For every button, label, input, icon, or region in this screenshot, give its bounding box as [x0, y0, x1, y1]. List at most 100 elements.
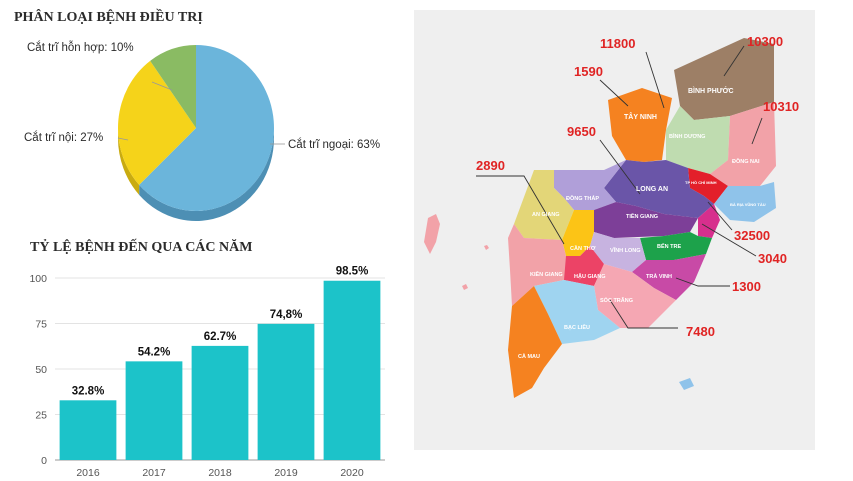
leader-10310 — [751, 117, 763, 145]
pie-side-cắt-trĩ-nội — [118, 128, 140, 195]
province-ba-ria-vung-tau — [714, 182, 776, 222]
map-number-32500: 32500 — [734, 228, 770, 243]
bar-2018 — [191, 345, 249, 460]
province-binh-phuoc — [674, 38, 774, 120]
bar-2020 — [323, 280, 381, 460]
pie-slice-noi — [118, 60, 196, 185]
province-label-kien-giang: KIÊN GIANG — [530, 270, 563, 278]
leader-11800 — [645, 51, 665, 109]
province-label-hcm: TP HỒ CHÍ MINH — [685, 180, 717, 185]
province-label-tien-giang: TIỀN GIANG — [626, 213, 658, 220]
province-can-tho — [562, 210, 594, 256]
province-an-giang — [514, 170, 574, 240]
province-ca-mau — [508, 286, 562, 398]
province-label-long-an: LONG AN — [636, 186, 668, 193]
leader-lines — [476, 45, 763, 329]
map-number-1590: 1590 — [574, 64, 603, 79]
province-tay-ninh — [608, 88, 672, 162]
province-label-vinh-long: VĨNH LONG — [610, 247, 641, 254]
small-islands — [462, 245, 489, 290]
x-tick-label-2020: 2020 — [340, 467, 364, 479]
bar-data-label-2017: 54.2% — [138, 346, 171, 358]
province-label-can-tho: CẦN THƠ — [570, 245, 596, 252]
y-tick-label: 75 — [35, 319, 47, 331]
y-tick-label: 50 — [35, 364, 47, 376]
province-label-ca-mau: CÀ MAU — [518, 353, 540, 360]
leader-2890 — [476, 175, 565, 245]
x-tick-label-2017: 2017 — [142, 467, 166, 479]
province-dong-nai — [710, 102, 776, 186]
pie-side-cắt-trĩ-ngoại — [139, 128, 274, 221]
leader-1590 — [599, 79, 629, 107]
leader-7480 — [609, 299, 678, 329]
map-number-11800: 11800 — [600, 36, 635, 51]
pie-chart: Cắt trĩ hỗn hợp: 10% Cắt trĩ nội: 27% Cắ… — [24, 41, 380, 221]
province-tra-vinh — [632, 254, 706, 300]
map-number-10310: 10310 — [763, 99, 799, 114]
pie-chart-title: PHÂN LOẠI BỆNH ĐIỀU TRỊ — [14, 10, 203, 25]
leader-10300 — [723, 45, 745, 77]
bar-data-label-2018: 62.7% — [204, 331, 237, 343]
pie-slices — [118, 45, 275, 211]
bar-2016 — [59, 400, 117, 460]
province-hcm-coast — [698, 204, 720, 238]
bar-chart: 0 25 50 75 100 32.8% 2016 54.2% 2017 62.7% 2018 74… — [29, 266, 385, 479]
x-tick-label-2016: 2016 — [76, 467, 100, 479]
pie-label-noi: Cắt trĩ nội: 27% — [24, 131, 103, 144]
bar-2017 — [125, 361, 183, 460]
y-tick-label: 25 — [35, 410, 47, 422]
bar-data-label-2016: 32.8% — [72, 385, 105, 397]
pie-label-hon-hop: Cắt trĩ hỗn hợp: 10% — [27, 41, 134, 54]
leader-9650 — [599, 139, 641, 195]
province-label-an-giang: AN GIANG — [532, 212, 560, 218]
map-panel: BÌNH PHƯỚC TÂY NINH BÌNH DƯƠNG ĐỒNG NAI … — [414, 10, 815, 450]
province-vinh-long — [590, 232, 646, 272]
leader-1300 — [675, 277, 730, 287]
province-label-binh-duong: BÌNH DƯƠNG — [669, 132, 705, 140]
province-label-dong-thap: ĐỒNG THÁP — [566, 195, 599, 202]
province-label-binh-phuoc: BÌNH PHƯỚC — [688, 86, 734, 95]
southern-vietnam-map: BÌNH PHƯỚC TÂY NINH BÌNH DƯƠNG ĐỒNG NAI … — [424, 34, 799, 398]
pie-depth — [118, 128, 274, 221]
province-dong-thap — [554, 160, 626, 210]
island-con-dao — [679, 378, 694, 390]
map-number-10300: 10300 — [747, 34, 783, 49]
map-number-7480: 7480 — [686, 324, 715, 339]
province-ben-tre — [640, 232, 712, 260]
province-kien-giang — [508, 224, 580, 306]
province-label-ben-tre: BẾN TRE — [657, 243, 681, 250]
pie-label-ngoai: Cắt trĩ ngoại: 63% — [288, 138, 380, 151]
map-number-2890: 2890 — [476, 158, 505, 173]
y-tick-label: 100 — [29, 273, 47, 285]
leader-3040 — [701, 223, 757, 257]
y-tick-label: 0 — [41, 455, 47, 467]
map-number-1300: 1300 — [732, 279, 761, 294]
province-tien-giang — [594, 202, 698, 238]
leader-32500 — [707, 201, 733, 231]
province-label-tra-vinh: TRÀ VINH — [646, 273, 672, 280]
province-label-bac-lieu: BẠC LIÊU — [564, 323, 590, 331]
province-label-ba-ria-vung-tau: BÀ RỊA VŨNG TÀU — [730, 202, 766, 207]
map-number-3040: 3040 — [758, 251, 787, 266]
bar-2019 — [257, 323, 315, 460]
province-label-dong-nai: ĐỒNG NAI — [732, 158, 760, 165]
pie-slice-hon-hop — [150, 45, 196, 128]
province-bac-lieu — [534, 280, 620, 344]
bar-data-label-2020: 98.5% — [336, 266, 369, 278]
bar-bars: 32.8% 2016 54.2% 2017 62.7% 2018 74,8% 2019 98.5… — [59, 266, 381, 479]
x-tick-label-2018: 2018 — [208, 467, 232, 479]
bar-data-label-2019: 74,8% — [270, 309, 303, 321]
x-tick-label-2019: 2019 — [274, 467, 298, 479]
province-hcm — [688, 168, 728, 204]
province-hau-giang — [564, 246, 604, 286]
bar-chart-title: TỶ LỆ BỆNH ĐẾN QUA CÁC NĂM — [30, 240, 253, 255]
province-label-hau-giang: HẬU GIANG — [574, 273, 605, 280]
province-label-soc-trang: SÓC TRĂNG — [600, 296, 633, 304]
province-long-an — [604, 160, 714, 218]
province-binh-duong — [666, 106, 730, 174]
pie-slice-ngoai — [139, 45, 275, 211]
province-label-tay-ninh: TÂY NINH — [624, 112, 657, 121]
island-phu-quoc — [424, 214, 440, 254]
province-soc-trang — [594, 264, 676, 328]
map-number-9650: 9650 — [567, 124, 596, 139]
